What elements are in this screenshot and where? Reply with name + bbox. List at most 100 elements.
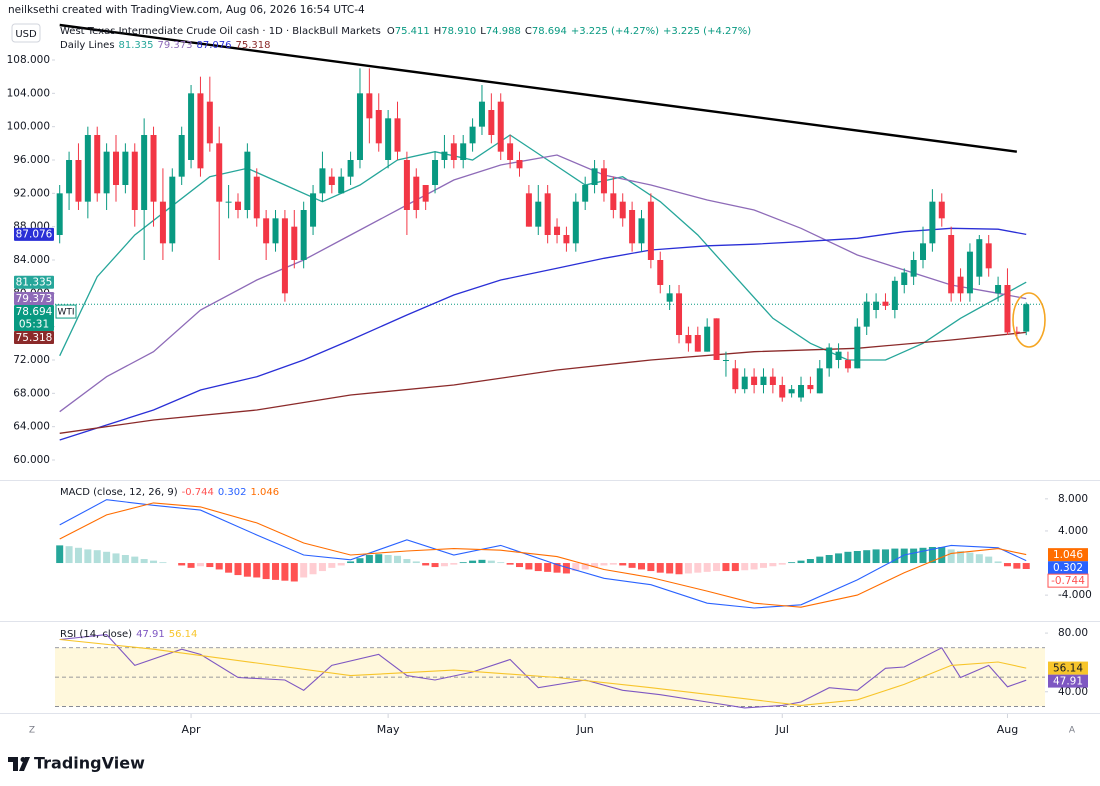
histogram-bar bbox=[609, 563, 617, 565]
histogram-bar bbox=[900, 548, 908, 564]
histogram-bar bbox=[656, 563, 664, 573]
line bbox=[59, 634, 1027, 709]
histogram-bar bbox=[853, 551, 861, 564]
line bbox=[59, 227, 1027, 441]
candle-body bbox=[685, 335, 692, 344]
histogram-bar bbox=[384, 555, 392, 564]
candle-body bbox=[582, 185, 589, 202]
candle-body bbox=[938, 201, 945, 219]
candle-body bbox=[544, 193, 551, 235]
line bbox=[59, 154, 1027, 413]
candle-body bbox=[741, 376, 748, 390]
candle-body bbox=[394, 118, 401, 152]
value-tag-label: 56.14 bbox=[1053, 662, 1083, 674]
zoom-button[interactable]: Z bbox=[29, 726, 35, 736]
ohlc-value: 78.694 bbox=[532, 26, 567, 37]
histogram-bar bbox=[487, 560, 495, 564]
histogram-bar bbox=[178, 563, 186, 566]
price-tag bbox=[14, 331, 54, 345]
candle-body bbox=[572, 201, 579, 244]
histogram-bar bbox=[938, 546, 946, 564]
candle-body bbox=[263, 218, 270, 244]
candle-body bbox=[497, 101, 504, 152]
candle-body bbox=[779, 385, 786, 398]
histogram-bar bbox=[562, 563, 570, 574]
front-layer: neilksethi created with TradingView.com,… bbox=[7, 4, 1092, 773]
histogram-bar bbox=[637, 563, 645, 570]
price-tag-label: 87.076 bbox=[16, 229, 53, 241]
candle-body bbox=[150, 135, 157, 202]
y-tick-label: 84.000 bbox=[13, 254, 50, 266]
candle-body bbox=[131, 151, 138, 210]
candle-body bbox=[647, 201, 654, 260]
candle-body bbox=[300, 210, 307, 260]
candle-body bbox=[75, 160, 82, 202]
histogram-bar bbox=[65, 546, 73, 564]
candle-body bbox=[291, 226, 298, 260]
candle-body bbox=[929, 201, 936, 244]
candle-body bbox=[732, 368, 739, 390]
price-tag bbox=[14, 305, 54, 332]
indicator-value: 56.14 bbox=[169, 629, 198, 640]
candle-body bbox=[169, 176, 176, 244]
candle-body bbox=[816, 368, 823, 394]
indicator-value: 81.335 bbox=[119, 40, 154, 51]
histogram-bar bbox=[347, 561, 355, 564]
histogram-bar bbox=[863, 550, 871, 564]
currency-box[interactable] bbox=[11, 23, 41, 43]
indicator-name: Daily Lines bbox=[60, 40, 115, 51]
histogram-bar bbox=[797, 560, 805, 564]
indicator-legend: MACD (close, 12, 26, 9) -0.744 0.302 1.046 bbox=[60, 487, 279, 498]
y-tick-label: 104.000 bbox=[7, 87, 50, 99]
candle-body bbox=[225, 201, 232, 203]
candle-body bbox=[882, 301, 889, 306]
value-tag bbox=[1048, 561, 1088, 575]
candle-body bbox=[206, 101, 213, 144]
histogram-bar bbox=[497, 562, 505, 564]
logo-dot bbox=[20, 757, 26, 762]
y-tick-label: 68.000 bbox=[13, 387, 50, 399]
trendline bbox=[59, 23, 1018, 153]
histogram-bar bbox=[891, 548, 899, 564]
candle-body bbox=[788, 389, 795, 394]
histogram-bar bbox=[928, 546, 936, 564]
histogram-bar bbox=[731, 563, 739, 572]
y-tick-label: 108.000 bbox=[7, 54, 50, 66]
histogram-bar bbox=[121, 555, 129, 564]
ohlc-value: 78.910 bbox=[441, 26, 476, 37]
currency[interactable]: USD bbox=[15, 29, 37, 40]
histogram-bar bbox=[290, 563, 298, 582]
histogram-bar bbox=[337, 563, 345, 566]
histogram-bar bbox=[356, 558, 364, 564]
ohlc-value: 74.988 bbox=[486, 26, 521, 37]
histogram-bar bbox=[1003, 563, 1011, 567]
histogram-bar bbox=[619, 563, 627, 566]
histogram-bar bbox=[478, 559, 486, 564]
histogram-bar bbox=[778, 563, 786, 565]
price-tag-label: 78.694 bbox=[16, 306, 53, 318]
candle-body bbox=[478, 101, 485, 127]
x-tick-label: Apr bbox=[182, 723, 202, 736]
candle-body bbox=[385, 118, 392, 160]
candle-body bbox=[375, 110, 382, 144]
histogram-bar bbox=[741, 563, 749, 571]
highlight-ellipse bbox=[1012, 292, 1046, 348]
histogram-bar bbox=[966, 552, 974, 564]
histogram-bar bbox=[403, 559, 411, 564]
candle-body bbox=[328, 176, 335, 185]
symbol-line: West Texas Intermediate Crude Oil cash ·… bbox=[60, 26, 751, 37]
candle-body bbox=[347, 160, 354, 177]
histogram-bar bbox=[506, 563, 514, 565]
histogram-bar bbox=[440, 563, 448, 567]
auto-button[interactable]: A bbox=[1069, 726, 1076, 736]
histogram-bar bbox=[694, 563, 702, 573]
indicator-value: 75.318 bbox=[236, 40, 271, 51]
candle-body bbox=[704, 326, 711, 352]
y-tick-label: 40.00 bbox=[1058, 686, 1088, 698]
histogram-bar bbox=[600, 563, 608, 566]
line bbox=[59, 499, 1027, 609]
ohlc-prefix: C bbox=[525, 26, 532, 37]
histogram-bar bbox=[525, 563, 533, 570]
candle-body bbox=[910, 260, 917, 277]
histogram-bar bbox=[872, 549, 880, 564]
